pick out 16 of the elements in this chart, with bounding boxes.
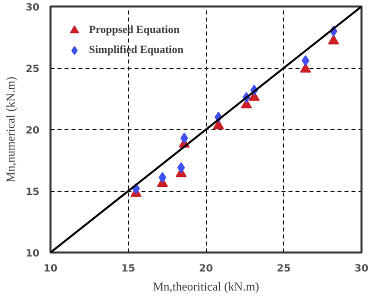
y-tick-label: 25 [26,64,40,75]
legend-label: Simplified Equation [89,44,184,56]
legend-label: Proppsed Equation [89,24,180,36]
x-tick-label: 25 [276,264,291,274]
x-tick-label: 30 [354,264,368,274]
y-tick-label: 10 [26,248,40,260]
y-tick-label: 20 [26,126,40,136]
point [180,132,188,144]
x-tick-label: 10 [44,264,58,274]
y-tick-label: 30 [26,2,40,14]
y-tick-label: 15 [26,187,40,198]
x-axis-title: Mn,theoritical (kN.m) [152,280,260,294]
x-tick-label: 20 [199,264,213,274]
y-axis-title: Mn,numerical (kN.m) [4,76,18,182]
x-tick-label: 15 [121,264,136,274]
point [328,34,340,44]
